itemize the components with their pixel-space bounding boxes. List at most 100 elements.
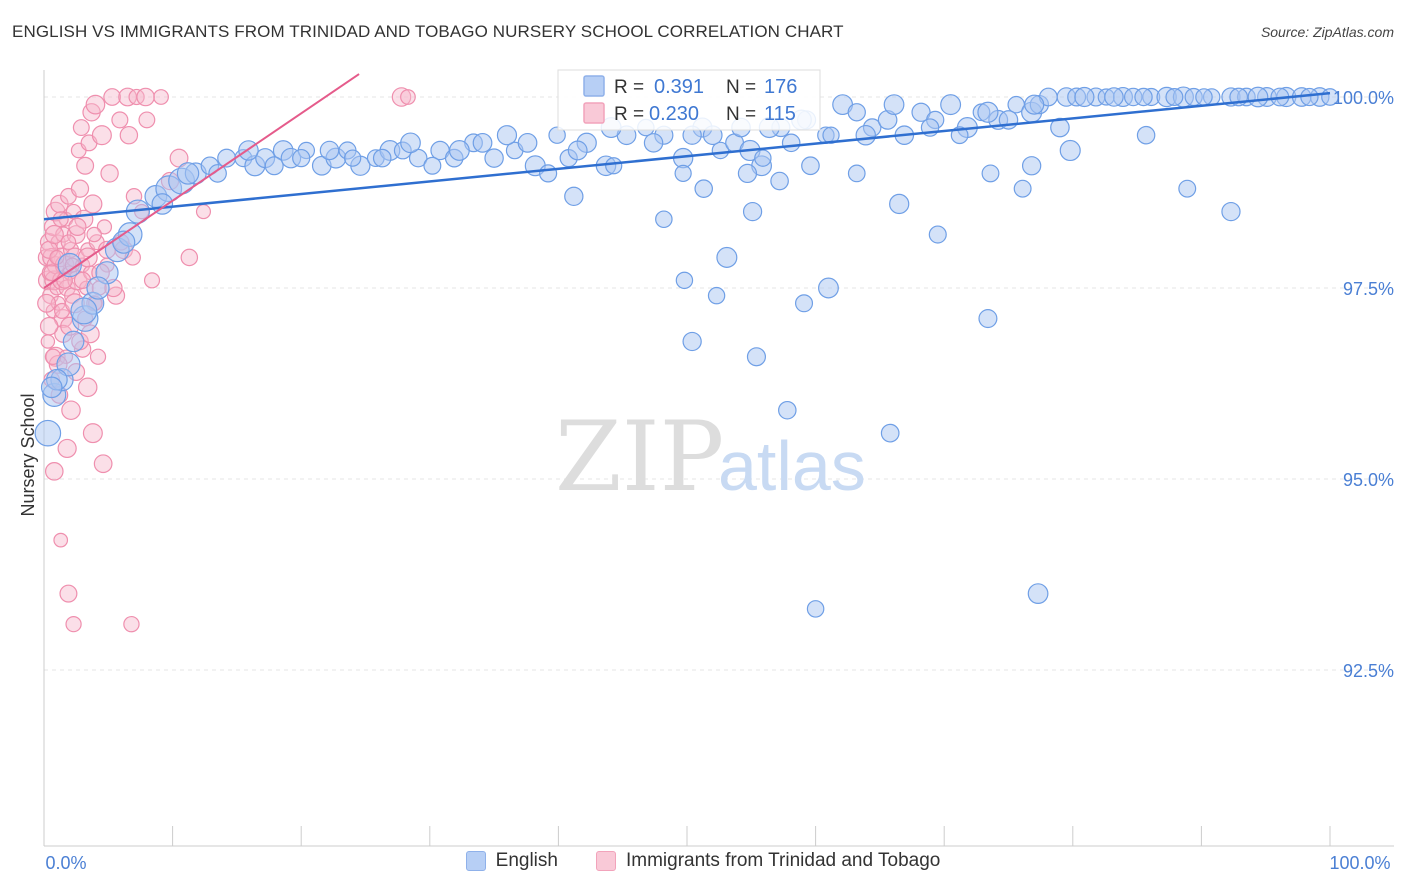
y-tick-labels: 100.0% 97.5% 95.0% 92.5% xyxy=(1333,88,1394,681)
legend-label-immigrants: Immigrants from Trinidad and Tobago xyxy=(625,850,941,871)
immigrants-point xyxy=(57,438,77,459)
stats-swatch-immigrants xyxy=(583,102,605,124)
immigrants-point xyxy=(391,87,412,107)
english-point xyxy=(1247,86,1269,108)
immigrants-point xyxy=(119,125,139,145)
immigrants-point xyxy=(39,316,59,336)
immigrants-point xyxy=(86,226,102,243)
stats-r-value-english: 0.391 xyxy=(654,76,704,98)
english-point xyxy=(548,126,566,144)
english-point xyxy=(880,423,900,443)
english-point xyxy=(472,132,493,153)
english-point xyxy=(343,149,362,167)
english-point xyxy=(707,286,726,305)
english-point xyxy=(1195,88,1213,106)
english-point xyxy=(319,140,340,161)
english-point xyxy=(1021,156,1042,176)
english-point xyxy=(56,352,81,377)
english-point xyxy=(911,102,931,122)
stats-r-label-english: R = xyxy=(614,77,644,98)
english-point xyxy=(400,132,421,154)
immigrants-point xyxy=(37,293,57,313)
stats-r-value-immigrants: 0.230 xyxy=(649,103,699,125)
english-point xyxy=(801,156,820,176)
immigrants-point xyxy=(91,125,112,146)
immigrants-point xyxy=(43,264,61,282)
english-point xyxy=(737,163,758,184)
english-point xyxy=(1136,125,1156,145)
english-point xyxy=(694,179,713,198)
legend-label-english: English xyxy=(495,850,558,871)
x-tick-label-right: 100.0% xyxy=(1329,853,1390,873)
english-point xyxy=(264,156,284,176)
immigrants-point xyxy=(61,400,81,421)
axes xyxy=(43,70,1394,847)
english-point xyxy=(716,246,738,268)
stats-n-label-immigrants: N = xyxy=(726,104,756,125)
legend-item-english[interactable]: English xyxy=(465,850,558,872)
immigrants-point xyxy=(138,111,156,129)
stats-n-value-immigrants: 115 xyxy=(764,103,796,125)
english-point xyxy=(86,276,110,300)
english-point xyxy=(643,133,664,153)
immigrants-point xyxy=(123,615,140,633)
english-point xyxy=(889,193,910,215)
english-point xyxy=(1165,88,1184,106)
stats-n-value-english: 176 xyxy=(764,76,797,98)
english-point xyxy=(208,164,227,183)
english-point xyxy=(940,94,962,116)
immigrants-point xyxy=(195,204,212,220)
english-point xyxy=(855,124,876,146)
immigrants-point xyxy=(44,462,64,481)
series-english-points xyxy=(34,86,1339,618)
immigrants-point xyxy=(89,348,107,365)
immigrants-point xyxy=(60,234,77,250)
immigrants-point xyxy=(180,248,199,267)
english-point xyxy=(292,148,311,168)
english-point xyxy=(448,140,470,161)
immigrants-point xyxy=(111,111,129,129)
english-point xyxy=(372,148,392,168)
source-label[interactable]: Source: ZipAtlas.com xyxy=(1260,24,1394,40)
immigrants-trend-line xyxy=(43,73,360,289)
legend-swatch-immigrants xyxy=(595,851,616,871)
english-point xyxy=(1104,87,1124,107)
immigrants-point xyxy=(40,334,56,349)
immigrants-point xyxy=(72,119,90,137)
legend-item-immigrants[interactable]: Immigrants from Trinidad and Tobago xyxy=(595,850,941,872)
english-point xyxy=(605,157,623,175)
trend-lines xyxy=(43,73,1331,289)
english-point xyxy=(423,156,442,175)
immigrants-point xyxy=(400,89,416,105)
immigrants-point xyxy=(76,156,95,175)
y-tick-label-1: 97.5% xyxy=(1343,279,1394,299)
x-tick-label-left: 0.0% xyxy=(45,853,86,873)
english-point xyxy=(1027,583,1049,604)
english-point xyxy=(754,149,772,167)
english-point xyxy=(818,277,839,299)
immigrants-point xyxy=(77,377,98,398)
english-point xyxy=(496,125,518,146)
english-point xyxy=(57,252,82,278)
y-tick-label-2: 95.0% xyxy=(1343,470,1394,490)
english-point xyxy=(176,162,200,185)
legend-swatch-english xyxy=(465,851,486,871)
english-point xyxy=(770,171,789,191)
english-point xyxy=(1013,179,1032,198)
english-point xyxy=(484,148,504,168)
english-point xyxy=(847,164,866,183)
english-point xyxy=(655,210,673,229)
english-point xyxy=(746,347,767,367)
stats-legend: R = 0.391 N = 176 R = 0.230 N = 115 xyxy=(557,69,821,131)
english-point xyxy=(675,271,694,290)
y-axis-label: Nursery School xyxy=(18,393,38,516)
english-point xyxy=(567,140,588,161)
immigrants-point xyxy=(83,194,103,214)
y-tick-label-0: 100.0% xyxy=(1333,88,1394,108)
english-point xyxy=(539,164,558,183)
english-point xyxy=(978,309,998,329)
english-point xyxy=(781,133,801,153)
immigrants-point xyxy=(85,94,106,115)
english-point xyxy=(981,164,1000,183)
